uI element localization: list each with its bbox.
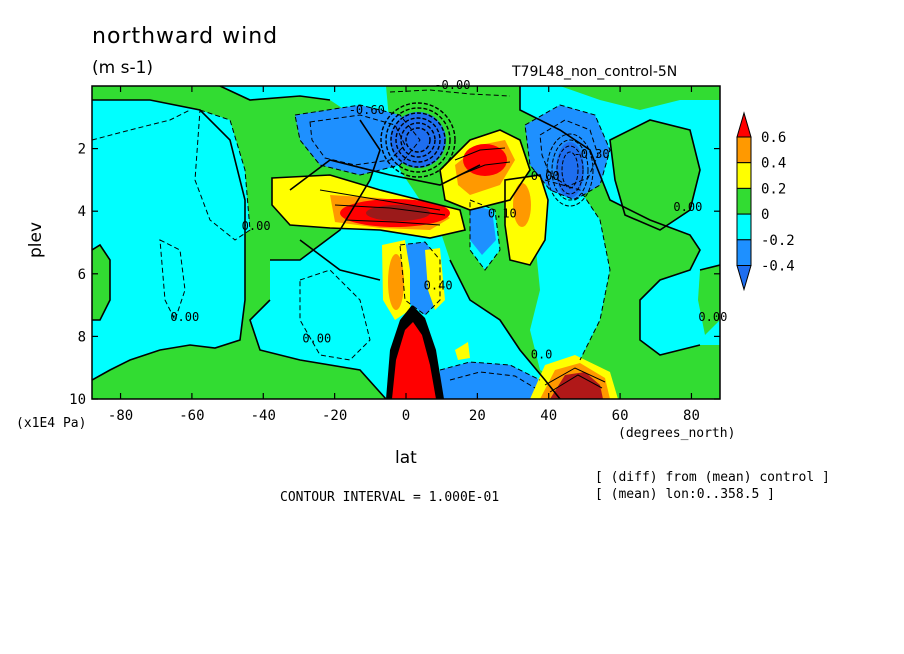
x-tick-label: -60 <box>179 408 204 424</box>
contour-label: 0.00 <box>673 200 702 214</box>
contour-label: 0.40 <box>424 278 453 292</box>
contour-label: 0.10 <box>488 206 517 220</box>
chart-title: northward wind <box>92 24 279 49</box>
contour-label: -0.00 <box>434 78 470 92</box>
contour-label: 0.00 <box>242 219 271 233</box>
colorbar-segment <box>736 162 752 189</box>
x-tick-label: -80 <box>108 408 133 424</box>
x-tick-label: 20 <box>469 408 486 424</box>
contour-label: 0.00 <box>170 310 199 324</box>
colorbar-segment <box>736 213 752 241</box>
units-label: (m s-1) <box>92 58 154 78</box>
x-tick-label: -40 <box>251 408 276 424</box>
y-tick-label: 10 <box>69 392 86 408</box>
x-units-label: (degrees_north) <box>618 426 736 441</box>
contour-lines <box>92 86 720 399</box>
run-label: T79L48_non_control-5N <box>512 64 678 80</box>
contour-label: -0.30 <box>573 147 609 161</box>
x-tick-label: 60 <box>612 408 629 424</box>
colorbar-label: -0.2 <box>761 233 795 249</box>
y-tick-label: 8 <box>78 329 86 345</box>
colorbar-segment <box>736 136 752 164</box>
x-tick-label: 40 <box>540 408 557 424</box>
colorbar-label: -0.4 <box>761 259 795 275</box>
x-axis-label: lat <box>395 448 417 468</box>
colorbar-label: 0.6 <box>761 130 786 146</box>
y-tick-label: 2 <box>78 142 86 158</box>
contour-label: 0.0 <box>531 347 553 361</box>
contour-labels: -0.00 -0.60 0.00 0.00 0.00 0.40 0.10 0.00 -0.30 0… <box>170 78 727 361</box>
colorbar-label: 0.4 <box>761 156 786 172</box>
colorbar-min-arrow <box>736 265 752 292</box>
contour-label: -0.60 <box>349 103 385 117</box>
colorbar-max-arrow <box>736 111 752 138</box>
y-tick-label: 4 <box>78 204 86 220</box>
x-tick-label: 0 <box>402 408 410 424</box>
contour-label: 0.00 <box>302 332 331 346</box>
axes: -80 -60 -40 -20 0 20 40 60 80 2 4 6 8 10 <box>69 86 720 424</box>
colorbar-segment <box>736 239 752 267</box>
contour-label: 0.00 <box>531 169 560 183</box>
contour-label: 0.00 <box>698 310 727 324</box>
note-diff: [ (diff) from (mean) control ] <box>595 470 830 485</box>
x-tick-label: 80 <box>683 408 700 424</box>
y-axis-label: plev <box>26 221 46 258</box>
x-tick-label: -20 <box>322 408 347 424</box>
note-mean: [ (mean) lon:0..358.5 ] <box>595 487 776 502</box>
colorbar-label: 0 <box>761 207 769 223</box>
colorbar-label: 0.2 <box>761 181 786 197</box>
colorbar-segment <box>736 187 752 215</box>
colorbar: 0.6 0.4 0.2 0 -0.2 -0.4 <box>736 111 795 292</box>
contour-interval-text: CONTOUR INTERVAL = 1.000E-01 <box>280 490 500 505</box>
y-units-label: (x1E4 Pa) <box>16 416 87 431</box>
y-tick-label: 6 <box>78 267 86 283</box>
